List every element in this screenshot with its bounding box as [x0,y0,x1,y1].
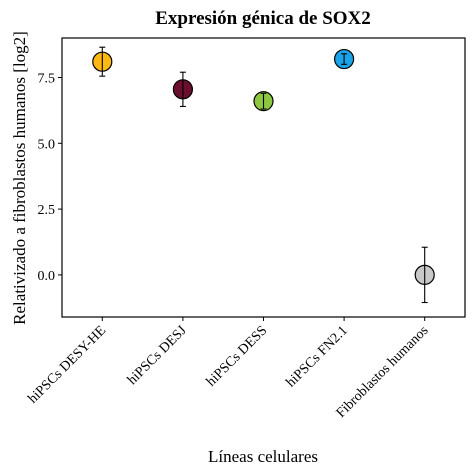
x-axis-title: Líneas celulares [208,447,318,466]
data-marks [92,46,435,304]
chart-title: Expresión génica de SOX2 [155,8,371,29]
y-tick-label: 7.5 [38,71,56,86]
y-tick-label: 2.5 [38,203,56,218]
y-tick-label: 0.0 [38,269,56,284]
plot-panel [61,37,466,318]
y-axis-title: Relativizado a fibroblastos humanos [log… [10,31,29,325]
x-tick-label: hiPSCs DESY-HE [26,323,110,407]
x-tick-label: hiPSCs FN2.1 [284,323,351,390]
x-axis: hiPSCs DESY-HE hiPSCs DESJ hiPSCs DESS hiPS… [26,317,432,421]
y-axis: 0.0 2.5 5.0 7.5 [38,71,62,284]
x-tick-label: hiPSCs DESS [204,323,270,389]
y-tick-label: 5.0 [38,137,56,152]
x-tick-label: Fibroblastos humanos [334,323,432,421]
x-tick-label: hiPSCs DESJ [125,323,190,388]
